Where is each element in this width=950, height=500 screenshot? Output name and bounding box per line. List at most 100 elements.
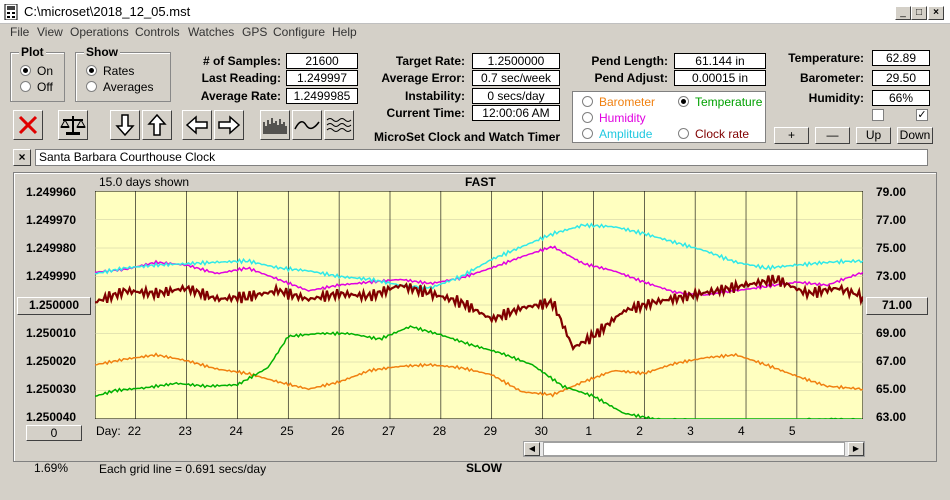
radio-empty-icon (582, 128, 593, 140)
down-button[interactable]: Down (897, 127, 933, 144)
y-left-tick: 1.249970 (26, 213, 77, 227)
slow-label: SLOW (466, 461, 502, 475)
series-line-humidity (95, 245, 863, 296)
plus-button[interactable]: + (774, 127, 809, 144)
smooth-data-button[interactable] (292, 110, 322, 140)
horizontal-scrollbar[interactable]: ◀ ▶ (523, 441, 865, 457)
target-rate-label: Target Rate: (395, 54, 465, 68)
humidity-label: Humidity: (808, 91, 864, 105)
average-rate-label: Average Rate: (200, 89, 281, 103)
instability-value: 0 secs/day (472, 88, 560, 104)
close-clock-button[interactable]: × (13, 149, 31, 166)
pend-length-value: 61.144 in (674, 53, 766, 69)
menu-operations[interactable]: Operations (70, 25, 129, 39)
pend-adjust-label: Pend Adjust: (594, 71, 668, 85)
barometer-value: 29.50 (872, 70, 930, 86)
arrow-down-icon (115, 114, 135, 137)
show-averages-radio[interactable]: Averages (86, 80, 153, 94)
radio-empty-icon (678, 128, 689, 140)
menu-controls[interactable]: Controls (135, 25, 180, 39)
y-right-tick: 75.00 (876, 241, 907, 255)
scroll-left-arrow-icon[interactable]: ◀ (524, 442, 540, 456)
shift-down-button[interactable] (110, 110, 140, 140)
percent-label: 1.69% (34, 461, 69, 475)
multi-wave-icon (326, 118, 352, 132)
days-shown-label: 15.0 days shown (99, 175, 190, 189)
menu-help[interactable]: Help (332, 25, 357, 39)
menu-configure[interactable]: Configure (273, 25, 326, 39)
clear-button[interactable] (13, 110, 43, 140)
x-tick-label: 28 (432, 424, 447, 438)
minus-button[interactable]: — (815, 127, 850, 144)
option-checkbox-1[interactable] (872, 109, 884, 121)
humidity-radio[interactable]: Humidity (582, 111, 646, 125)
y-left-tick: 1.249990 (26, 269, 77, 283)
grid-note-label: Each grid line = 0.691 secs/day (99, 462, 267, 476)
plot-on-radio[interactable]: On (20, 64, 53, 78)
y-right-tick: 63.00 (876, 410, 907, 424)
noise-filter-button[interactable] (324, 110, 354, 140)
pend-length-label: Pend Length: (591, 54, 668, 68)
scrollbar-thumb[interactable] (543, 442, 845, 456)
radio-empty-icon (582, 112, 593, 124)
samples-label: # of Samples: (202, 54, 281, 68)
menu-watches[interactable]: Watches (188, 25, 235, 39)
zero-button[interactable]: 0 (26, 425, 82, 441)
y-left-tick: 1.249960 (26, 185, 77, 199)
up-button[interactable]: Up (856, 127, 891, 144)
app-name-label: MicroSet Clock and Watch Timer (374, 130, 561, 144)
scroll-left-button[interactable] (182, 110, 212, 140)
x-tick-label: 23 (178, 424, 192, 438)
series-line-clock-rate (95, 274, 863, 352)
grid-lines (95, 191, 863, 419)
clock-name-field[interactable]: Santa Barbara Courthouse Clock (35, 149, 928, 166)
show-group (75, 52, 171, 102)
scroll-right-button[interactable] (214, 110, 244, 140)
x-tick-label: 24 (229, 424, 243, 438)
show-rates-radio[interactable]: Rates (86, 64, 134, 78)
radio-empty-icon (20, 81, 31, 93)
current-time-value: 12:00:06 AM (472, 105, 560, 121)
x-tick-label: 29 (483, 424, 498, 438)
red-x-icon (18, 115, 38, 135)
barometer-radio[interactable]: Barometer (582, 95, 655, 109)
y-left-tick: 1.250040 (26, 410, 77, 424)
shift-up-button[interactable] (142, 110, 172, 140)
menu-file[interactable]: File (10, 25, 30, 39)
average-error-value: 0.7 sec/week (472, 70, 560, 86)
y-right-tick: 69.00 (876, 326, 907, 340)
target-rate-value: 1.2500000 (472, 53, 560, 69)
clock-rate-radio[interactable]: Clock rate (678, 127, 749, 141)
show-group-title: Show (84, 45, 120, 59)
radio-selected-icon (20, 65, 31, 77)
title-bar: C:\microset\2018_12_05.mst _ □ × (0, 0, 950, 24)
sensor-selector (572, 91, 766, 143)
radio-empty-icon (582, 96, 593, 108)
balance-button[interactable] (58, 110, 88, 140)
series-line-amplitude (95, 222, 863, 291)
barometer-label: Barometer: (799, 71, 864, 85)
x-tick-label: 4 (738, 424, 745, 438)
raw-data-button[interactable] (260, 110, 290, 140)
menu-gps[interactable]: GPS (242, 25, 268, 39)
series-line-temperature (95, 325, 863, 419)
temperature-label: Temperature: (788, 51, 864, 65)
plot-off-radio[interactable]: Off (20, 80, 53, 94)
left-axis-center-button[interactable]: 1.250000 (17, 297, 91, 315)
right-axis-center-button[interactable]: 71.00 (866, 297, 928, 315)
window-title: C:\microset\2018_12_05.mst (24, 4, 191, 19)
plot-area[interactable] (95, 191, 863, 419)
maximize-button[interactable]: □ (911, 6, 927, 20)
series-line-barometer (95, 352, 863, 398)
option-checkbox-2[interactable]: ✓ (916, 109, 928, 121)
menu-view[interactable]: View (37, 25, 63, 39)
x-tick-label: 25 (280, 424, 294, 438)
close-window-button[interactable]: × (928, 6, 944, 20)
minimize-button[interactable]: _ (895, 6, 911, 20)
temperature-radio[interactable]: Temperature (678, 95, 762, 109)
day-axis-label: Day: (96, 424, 121, 438)
arrow-up-icon (147, 113, 167, 136)
scroll-right-arrow-icon[interactable]: ▶ (848, 442, 864, 456)
amplitude-radio[interactable]: Amplitude (582, 127, 652, 141)
x-tick-label: 26 (331, 424, 345, 438)
